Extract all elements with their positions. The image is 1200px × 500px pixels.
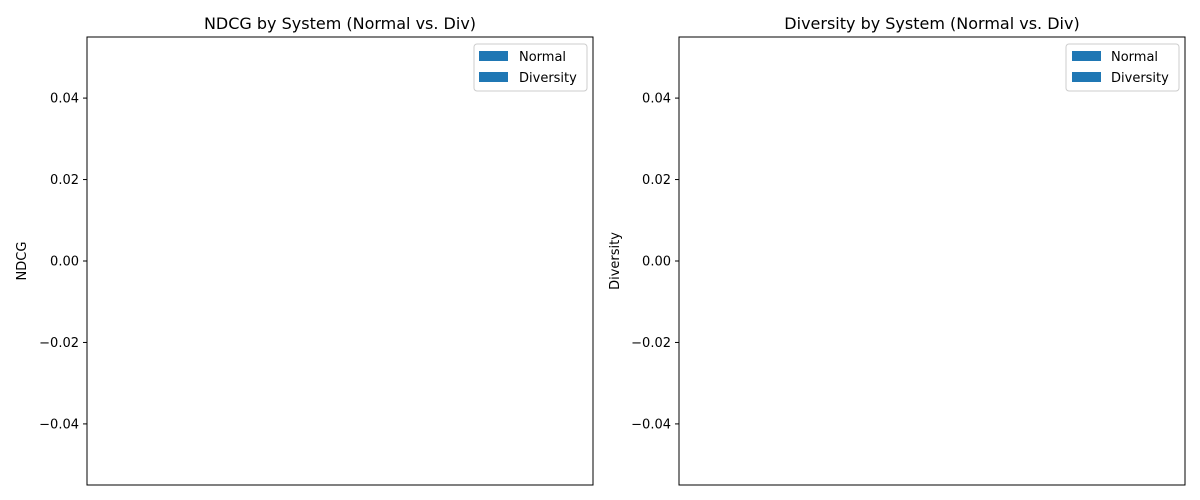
legend: Normal Diversity	[1065, 43, 1180, 92]
legend-label-normal: Normal	[519, 50, 566, 65]
legend-label-normal: Normal	[1111, 50, 1158, 65]
chart-diversity: Diversity by System (Normal vs. Div) Div…	[608, 14, 1186, 486]
y-tick-label: 0.00	[50, 255, 79, 270]
y-tick-label: 0.00	[642, 255, 671, 270]
plot-area	[86, 36, 594, 486]
plot-area	[678, 36, 1186, 486]
chart-ndcg: NDCG by System (Normal vs. Div) NDCG 0.0…	[15, 14, 594, 486]
y-tick-label: 0.02	[642, 173, 671, 188]
y-tick-label: 0.04	[642, 92, 671, 107]
y-axis-label: Diversity	[608, 232, 623, 290]
legend-swatch-diversity	[1072, 72, 1101, 82]
y-tick-label: −0.02	[39, 336, 79, 351]
chart-title: NDCG by System (Normal vs. Div)	[204, 14, 476, 33]
y-tick-label: −0.04	[39, 417, 79, 432]
y-tick-label: 0.02	[50, 173, 79, 188]
y-axis-ticks: 0.04 0.02 0.00 −0.02 −0.04	[631, 92, 679, 432]
chart-title: Diversity by System (Normal vs. Div)	[784, 14, 1079, 33]
y-tick-label: 0.04	[50, 92, 79, 107]
legend: Normal Diversity	[473, 43, 588, 92]
legend-swatch-diversity	[479, 72, 508, 82]
y-tick-label: −0.04	[631, 417, 671, 432]
legend-label-diversity: Diversity	[519, 71, 577, 86]
legend-swatch-normal	[479, 51, 508, 61]
y-tick-label: −0.02	[631, 336, 671, 351]
legend-swatch-normal	[1072, 51, 1101, 61]
legend-label-diversity: Diversity	[1111, 71, 1169, 86]
y-axis-ticks: 0.04 0.02 0.00 −0.02 −0.04	[39, 92, 87, 432]
y-axis-label: NDCG	[15, 242, 30, 281]
